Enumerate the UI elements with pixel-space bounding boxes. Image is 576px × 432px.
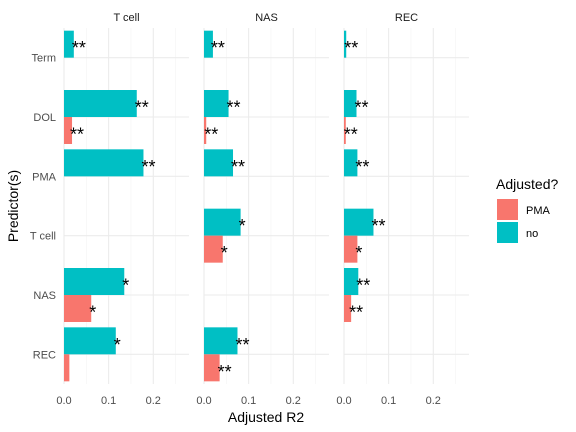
panel-rec: REC***************0.0 0.1 0.2 xyxy=(336,12,469,407)
significance-label: ** xyxy=(349,303,363,323)
panel-title: NAS xyxy=(255,12,278,24)
significance-label: * xyxy=(221,243,228,263)
bar-t-cell-no xyxy=(204,208,241,236)
bar-nas-pma xyxy=(64,295,92,322)
bar-nas-no xyxy=(64,268,125,295)
bar-nas-no xyxy=(344,268,359,295)
bar-term-no xyxy=(64,30,74,58)
significance-label: ** xyxy=(218,362,232,382)
significance-label: ** xyxy=(227,98,241,118)
bar-dol-pma xyxy=(64,117,73,144)
y-tick-label: DOL xyxy=(33,112,56,124)
legend-key-no xyxy=(497,222,518,243)
significance-label: ** xyxy=(231,157,245,177)
significance-label: * xyxy=(122,276,129,296)
bar-pma-no xyxy=(344,149,358,177)
x-tick-label: 0.1 xyxy=(381,395,396,407)
bar-dol-no xyxy=(64,90,137,117)
y-axis: Term DOL PMA T cell NAS REC xyxy=(30,53,57,362)
x-axis-title: Adjusted R2 xyxy=(228,409,304,425)
significance-label: ** xyxy=(211,38,225,58)
panel-nas: NAS**************0.0 0.1 0.2 xyxy=(196,12,329,407)
y-tick-label: REC xyxy=(33,349,56,361)
x-tick-label: 0.0 xyxy=(196,395,211,407)
significance-label: ** xyxy=(371,216,385,236)
x-tick-label: 0.0 xyxy=(56,395,71,407)
panel-title: REC xyxy=(395,12,418,24)
bar-rec-no xyxy=(204,327,238,355)
bar-term-no xyxy=(344,30,347,58)
bar-term-no xyxy=(204,30,213,58)
legend-title: Adjusted? xyxy=(496,176,558,192)
x-tick-label: 0.2 xyxy=(146,395,161,407)
significance-label: ** xyxy=(204,125,218,145)
bar-dol-pma xyxy=(204,117,207,144)
significance-label: ** xyxy=(344,125,358,145)
y-tick-label: T cell xyxy=(30,231,56,243)
bar-t-cell-no xyxy=(344,208,374,236)
significance-label: ** xyxy=(141,157,155,177)
legend: PMA no xyxy=(497,199,551,243)
panel-t-cell: T cell***********0.0 0.1 0.2 xyxy=(56,12,189,407)
bar-rec-pma xyxy=(64,354,70,382)
panel-title: T cell xyxy=(113,12,139,24)
x-tick-label: 0.2 xyxy=(286,395,301,407)
x-tick-label: 0.2 xyxy=(426,395,441,407)
legend-label: PMA xyxy=(526,205,551,217)
bar-rec-pma xyxy=(204,354,220,382)
significance-label: * xyxy=(114,335,121,355)
y-tick-label: NAS xyxy=(33,290,56,302)
x-tick-label: 0.0 xyxy=(336,395,351,407)
significance-label: * xyxy=(89,303,96,323)
bar-t-cell-pma xyxy=(344,235,358,263)
y-tick-label: PMA xyxy=(32,171,57,183)
bar-rec-no xyxy=(64,327,116,355)
x-tick-label: 0.1 xyxy=(241,395,256,407)
significance-label: ** xyxy=(135,98,149,118)
chart-panels: T cell***********0.0 0.1 0.2NAS***********… xyxy=(56,12,469,407)
bar-nas-pma xyxy=(344,295,352,322)
bar-pma-no xyxy=(64,149,144,177)
significance-label: ** xyxy=(356,276,370,296)
x-tick-label: 0.1 xyxy=(101,395,116,407)
significance-label: ** xyxy=(70,125,84,145)
y-axis-title: Predictor(s) xyxy=(5,170,21,242)
bar-pma-no xyxy=(204,149,234,177)
y-tick-label: Term xyxy=(32,53,56,65)
significance-label: ** xyxy=(355,98,369,118)
bar-t-cell-pma xyxy=(204,235,223,263)
bar-dol-no xyxy=(204,90,229,117)
legend-label: no xyxy=(526,228,538,240)
significance-label: * xyxy=(355,243,362,263)
significance-label: ** xyxy=(72,38,86,58)
bar-dol-no xyxy=(344,90,357,117)
significance-label: * xyxy=(239,216,246,236)
significance-label: ** xyxy=(355,157,369,177)
bar-dol-pma xyxy=(344,117,346,144)
legend-key-pma xyxy=(497,199,518,220)
significance-label: ** xyxy=(235,335,249,355)
significance-label: ** xyxy=(344,38,358,58)
